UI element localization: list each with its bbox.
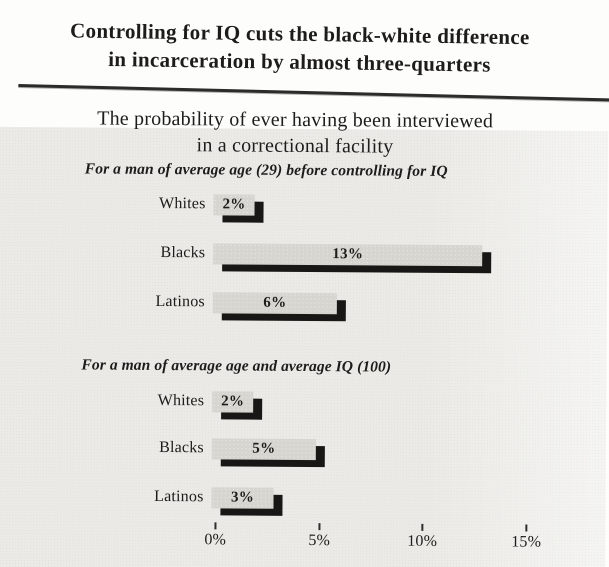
chart-title: The probability of ever having been inte… (0, 105, 591, 161)
bar-fill: 2% (212, 390, 254, 413)
bar-fill: 2% (213, 193, 255, 216)
category-label: Latinos (155, 292, 205, 311)
value-label: 2% (221, 392, 245, 410)
chart-title-line2: in a correctional facility (196, 134, 394, 158)
bar: 5% (211, 437, 325, 467)
chart-title-line1: The probability of ever having been inte… (97, 107, 494, 133)
bar-row-blacks-1: Blacks 13% (0, 241, 492, 273)
bar: 13% (213, 242, 492, 273)
tick-label: 15% (511, 533, 542, 551)
group-header-before-iq-control: For a man of average age (29) before con… (84, 160, 448, 180)
x-axis-tick-15: 15% (511, 524, 541, 551)
tick-mark (421, 523, 424, 531)
tick-mark (214, 522, 217, 530)
bar-fill: 5% (211, 437, 316, 460)
bar-fill: 6% (212, 291, 337, 314)
category-label: Whites (158, 194, 206, 213)
category-label: Latinos (154, 487, 204, 506)
value-label: 5% (252, 440, 276, 457)
bar-row-blacks-2: Blacks 5% (0, 436, 325, 467)
tick-mark (525, 524, 528, 532)
value-label: 6% (263, 294, 287, 311)
x-axis-tick-10: 10% (407, 523, 438, 551)
bar: 3% (211, 486, 283, 516)
category-label: Blacks (159, 438, 204, 457)
category-label: Blacks (160, 243, 206, 262)
bar: 2% (212, 390, 263, 420)
x-axis-tick-5: 5% (308, 523, 330, 550)
tick-label: 10% (407, 532, 438, 550)
tick-label: 5% (308, 532, 331, 550)
value-label: 13% (332, 245, 364, 262)
bar-row-latinos-1: Latinos 6% (0, 290, 346, 321)
bar-fill: 13% (213, 242, 483, 266)
bar-fill: 3% (211, 486, 274, 509)
bar: 6% (212, 291, 346, 321)
value-label: 3% (230, 488, 255, 506)
tick-label: 0% (204, 531, 227, 549)
x-axis: 0% 5% 10% 15% (204, 522, 555, 566)
x-axis-tick-0: 0% (204, 522, 226, 549)
value-label: 2% (222, 195, 246, 213)
bar: 2% (213, 193, 264, 223)
category-label: Whites (157, 391, 205, 410)
tick-mark (318, 523, 321, 531)
bar-row-latinos-2: Latinos 3% (0, 485, 283, 516)
title-divider-rule (18, 83, 609, 102)
bar-row-whites-2: Whites 2% (0, 389, 263, 420)
group-header-after-iq-control: For a man of average age and average IQ … (81, 356, 392, 376)
figure-title: Controlling for IQ cuts the black-white … (5, 15, 594, 80)
bar-row-whites-1: Whites 2% (0, 192, 264, 223)
